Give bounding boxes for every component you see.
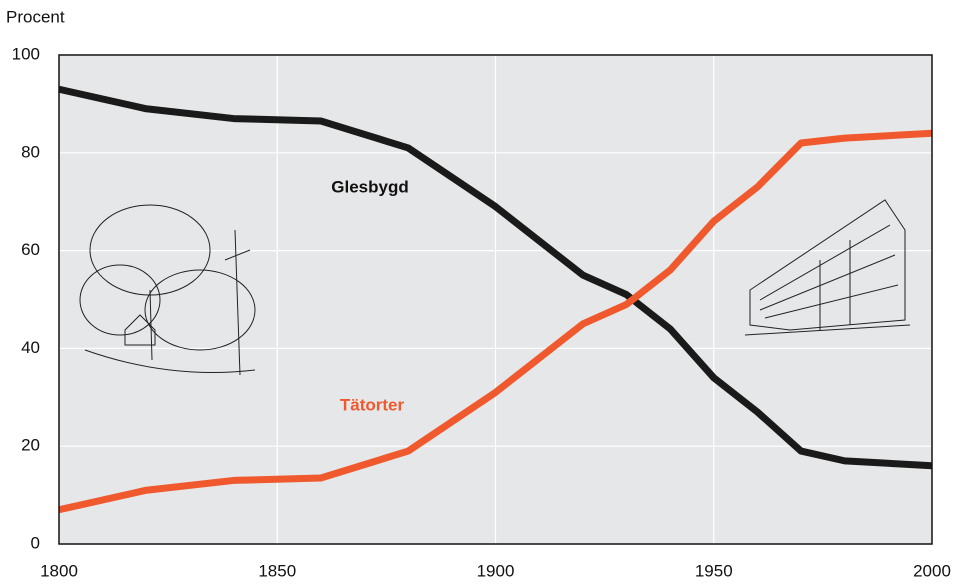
series-label: Tätorter (340, 395, 405, 414)
tree-illustration (79, 204, 256, 376)
series-label: Glesbygd (331, 177, 408, 196)
y-tick-label: 0 (31, 533, 40, 552)
x-tick-label: 1800 (40, 561, 78, 580)
y-tick-label: 100 (12, 44, 40, 63)
y-tick-label: 60 (21, 240, 40, 259)
lines (58, 85, 933, 514)
y-tick-label: 80 (21, 142, 40, 161)
plot-border (58, 54, 933, 545)
y-tick-label: 40 (21, 338, 40, 357)
series-line (58, 85, 933, 470)
y-axis-label: Procent (6, 7, 65, 26)
x-tick-label: 2000 (913, 561, 951, 580)
y-tick-label: 20 (21, 436, 40, 455)
building-illustration (744, 199, 911, 336)
x-tick-label: 1900 (477, 561, 515, 580)
x-tick-label: 1950 (695, 561, 733, 580)
series-line (58, 129, 933, 514)
x-tick-label: 1850 (258, 561, 296, 580)
